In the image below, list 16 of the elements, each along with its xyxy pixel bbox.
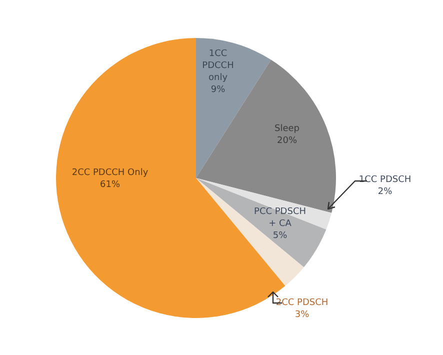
data-label: 9% [210, 85, 226, 95]
pie-slice [196, 178, 326, 268]
slice-label: PCC PDSCH + CA [254, 207, 306, 229]
pie-slice [196, 60, 336, 213]
data-label: 5% [272, 231, 288, 241]
pie-slice [196, 178, 304, 286]
slice-label: 1CC PDCCH only [202, 49, 234, 83]
data-label: 3% [294, 310, 310, 320]
slice-label: 2CC PDCCH Only [72, 168, 149, 178]
slice-label: Sleep [274, 124, 300, 134]
pie-slice [196, 178, 332, 230]
pie-slice [196, 38, 272, 178]
slice-label: 2CC PDSCH [276, 298, 328, 308]
data-label: 20% [276, 136, 298, 146]
data-label: 2% [378, 187, 393, 197]
data-label: 61% [100, 180, 120, 190]
